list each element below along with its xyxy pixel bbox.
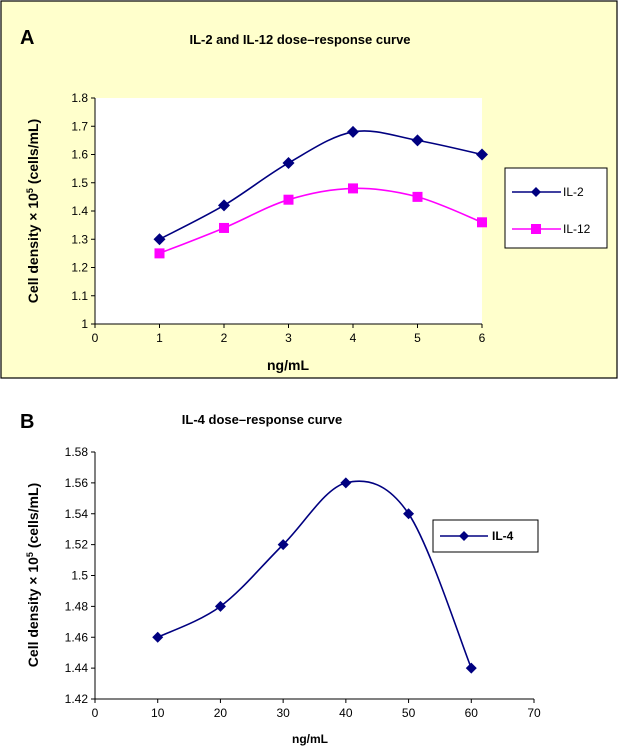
panel-a-x-axis-title: ng/mL	[267, 357, 309, 373]
y-tick-label: 1.7	[71, 119, 88, 133]
panel-b-title: IL-4 dose–response curve	[182, 412, 342, 427]
data-point-il4	[152, 631, 164, 643]
panel-a-legend-box	[504, 167, 608, 249]
x-tick-label: 60	[465, 706, 479, 720]
legend-il4-diamond-icon	[459, 531, 469, 541]
data-point-il12	[283, 194, 294, 205]
data-point-il2	[153, 233, 166, 246]
x-tick-label: 2	[221, 331, 228, 345]
y-tick-label: 1.4	[71, 204, 88, 218]
panel-a-plot-area	[95, 98, 482, 324]
y-tick-label: 1.2	[71, 261, 88, 275]
y-tick-label: 1.1	[71, 289, 88, 303]
y-tick-label: 1.56	[65, 476, 89, 490]
y-tick-label: 1.54	[65, 507, 89, 521]
y-tick-label: 1.58	[65, 445, 89, 459]
x-tick-label: 50	[402, 706, 416, 720]
panel-b-legend: IL-4	[432, 519, 539, 553]
x-tick-label: 70	[527, 706, 541, 720]
data-point-il12	[348, 183, 358, 194]
panel-a-x-ticks: 0 1 2 3 4 5 6	[92, 324, 486, 345]
x-tick-label: 3	[285, 331, 292, 345]
y-tick-label: 1.5	[71, 176, 88, 190]
panel-b-y-ticks: 1.42 1.44 1.46 1.48 1.5 1.52 1.54 1.56 1.58	[65, 445, 95, 706]
y-tick-label: 1.5	[71, 569, 88, 583]
x-tick-label: 6	[479, 331, 486, 345]
y-tick-label: 1.44	[65, 661, 89, 675]
data-point-il4	[403, 508, 415, 520]
series-line-il12	[159, 187, 483, 255]
data-point-il2	[347, 125, 359, 138]
legend-il2-diamond-icon	[531, 187, 541, 197]
data-point-il12	[412, 191, 423, 202]
legend-il12-square-icon	[531, 224, 541, 234]
data-point-il12	[154, 248, 165, 259]
x-tick-label: 40	[339, 706, 353, 720]
y-tick-label: 1.8	[71, 91, 88, 105]
y-tick-label: 1.3	[71, 232, 88, 246]
y-tick-label: 1.46	[65, 630, 89, 644]
panel-b-letter: B	[20, 411, 34, 433]
x-tick-label: 0	[92, 331, 99, 345]
panel-b-x-ticks: 0 10 20 30 40 50 60 70	[92, 699, 541, 720]
y-tick-label: 1.42	[65, 692, 89, 706]
x-tick-label: 4	[350, 331, 357, 345]
data-point-il2	[218, 199, 230, 212]
legend-il12-label: IL-12	[563, 222, 591, 236]
panel-b-y-axis-title: Cell density × 105 (cells/mL)	[25, 483, 41, 667]
x-tick-label: 1	[156, 331, 163, 345]
data-point-il4	[214, 600, 226, 612]
data-point-il4	[340, 477, 352, 489]
data-point-il2	[411, 134, 424, 147]
x-tick-label: 30	[276, 706, 290, 720]
panel-a-title: IL-2 and IL-12 dose–response curve	[189, 32, 410, 47]
legend-il4-label: IL-4	[492, 529, 514, 543]
series-line-il2	[159, 130, 483, 240]
x-tick-label: 0	[92, 706, 99, 720]
panel-b-x-axis-title: ng/mL	[292, 732, 328, 746]
x-tick-label: 5	[414, 331, 421, 345]
panel-b: B IL-4 dose–response curve 1.421.441.461…	[20, 411, 541, 746]
panel-a-y-ticks: 1 1.1 1.2 1.3 1.4 1.5 1.6 1.7 1.8	[71, 91, 95, 331]
panel-a-legend: IL-2 IL-12	[504, 167, 608, 249]
data-point-il12	[219, 222, 229, 233]
legend-il2-label: IL-2	[563, 185, 584, 199]
y-tick-label: 1.52	[65, 538, 89, 552]
data-point-il2	[282, 156, 295, 169]
panel-a-letter: A	[20, 27, 34, 49]
data-point-il12	[477, 217, 487, 228]
x-tick-label: 10	[151, 706, 165, 720]
y-tick-label: 1.6	[71, 148, 88, 162]
x-tick-label: 20	[214, 706, 228, 720]
panel-a: A IL-2 and IL-12 dose–response curve 1 1.…	[0, 0, 618, 379]
panel-b-series	[152, 477, 477, 674]
data-point-il4	[277, 539, 289, 551]
y-tick-label: 1	[81, 317, 88, 331]
series-line-il4	[157, 480, 473, 669]
data-point-il4	[465, 662, 477, 674]
data-point-il2	[476, 148, 488, 161]
panel-a-series	[153, 125, 488, 259]
panel-a-y-axis-title: Cell density × 105 (cells/mL)	[25, 119, 41, 303]
y-tick-label: 1.48	[65, 599, 89, 613]
